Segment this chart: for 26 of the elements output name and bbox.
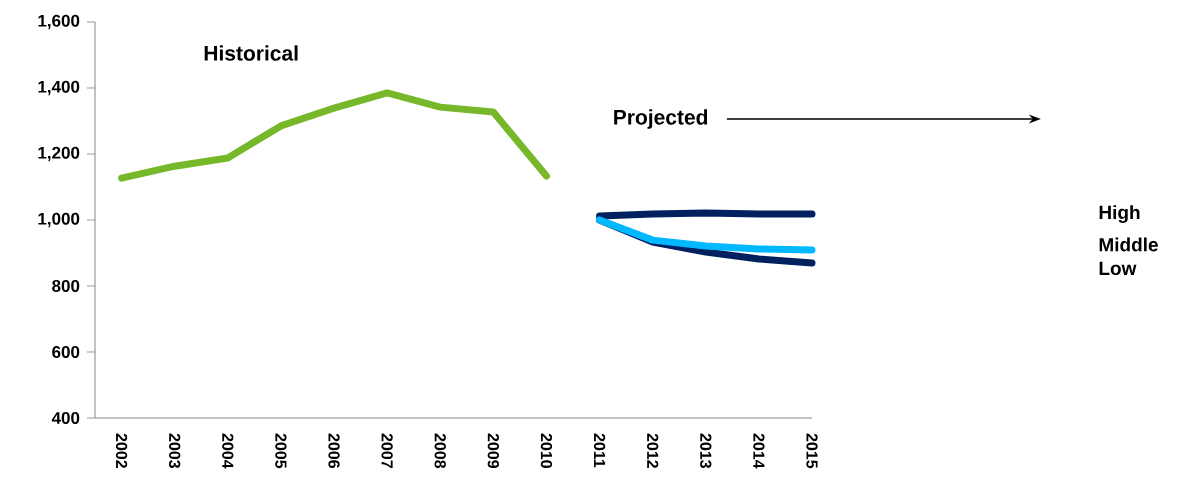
x-tick-label: 2004 [222,433,234,469]
x-tick-label: 2014 [753,433,765,469]
text: Low [1099,261,1137,276]
annotation: Projected [614,109,708,129]
x-tick-label: 2010 [540,433,553,468]
y-tick-label: 600 [52,345,80,358]
y-tick-label: 1,200 [38,146,80,162]
x-tick-label: 2007 [381,433,393,468]
x-tick-label: 2015 [806,433,818,469]
x-tick-label: 2002 [115,433,128,468]
x-tick-label: 2003 [168,433,181,469]
text: Middle [1099,237,1158,252]
x-tick-label: 2005 [275,433,287,469]
x-tick-label: 2008 [434,433,446,469]
y-tick-label: 400 [51,411,80,424]
x-tick-label: 2009 [487,433,499,469]
y-tick-label: 1,600 [38,14,80,30]
text: High [1099,205,1140,223]
x-tick-label: 2012 [647,433,659,468]
x-tick-label: 2011 [593,433,606,468]
annotation: Historical [204,45,298,61]
y-tick-label: 1,400 [38,80,80,96]
y-tick-label: 1,000 [38,212,80,228]
y-tick-label: 800 [52,279,80,292]
x-tick-label: 2006 [328,433,340,469]
x-tick-label: 2013 [700,433,712,469]
